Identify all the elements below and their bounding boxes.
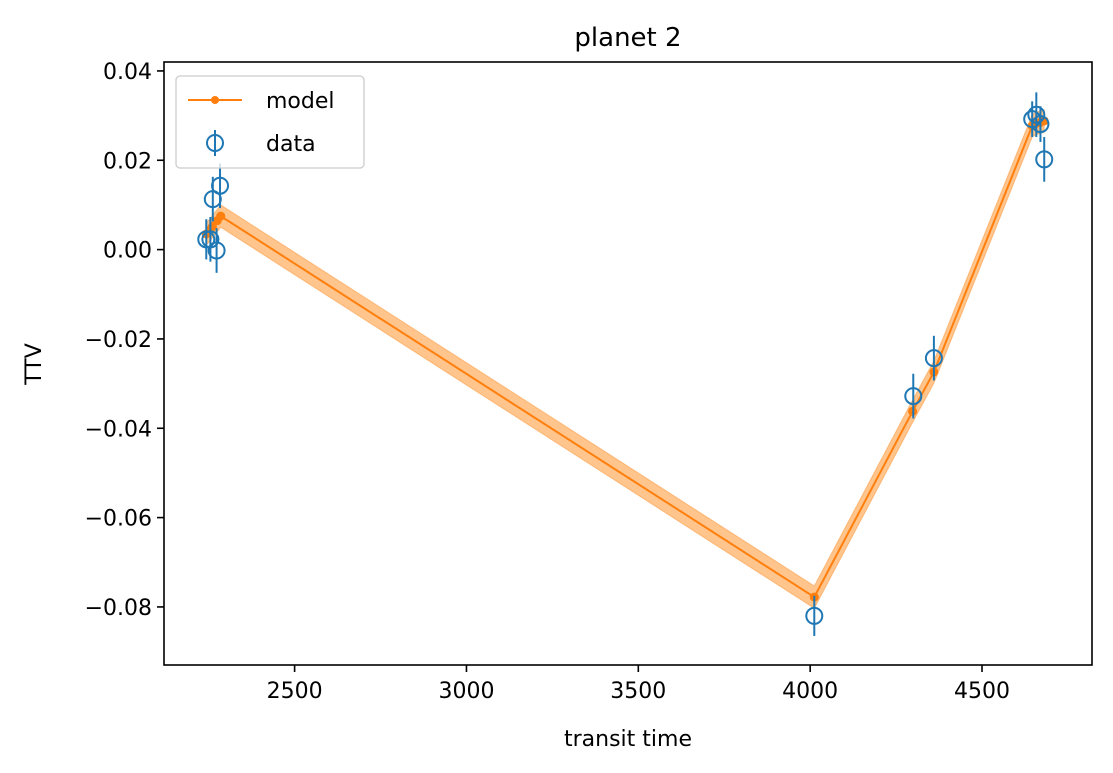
x-tick-label: 3500: [610, 679, 666, 704]
data-point: [201, 230, 220, 249]
y-tick-label: 0.00: [103, 239, 152, 264]
y-tick-label: −0.08: [85, 596, 152, 621]
y-tick-label: 0.04: [103, 60, 152, 85]
data-point: [197, 230, 216, 249]
y-tick-label: −0.02: [85, 328, 152, 353]
legend-data-marker: [206, 134, 224, 152]
y-tick-label: −0.06: [85, 507, 152, 532]
x-tick-label: 4500: [954, 679, 1010, 704]
x-axis-ticks: 2500 3000 3500 4000 4500: [267, 665, 1010, 704]
plot-frame: [163, 61, 1093, 666]
y-tick-label: −0.04: [85, 417, 152, 442]
data-point: [211, 176, 230, 195]
legend-model-label: model: [266, 89, 335, 114]
data-point: [1031, 115, 1050, 134]
chart-title: planet 2: [574, 23, 681, 53]
x-tick-label: 4000: [782, 679, 838, 704]
data-point: [805, 606, 824, 625]
legend: model data: [175, 75, 365, 169]
x-tick-label: 2500: [267, 679, 323, 704]
y-tick-label: 0.02: [103, 149, 152, 174]
legend-model-marker: [211, 96, 219, 104]
x-tick-label: 3000: [438, 679, 494, 704]
y-axis-label: TTV: [22, 343, 47, 386]
x-axis-label: transit time: [564, 727, 692, 752]
y-axis-ticks: 0.04 0.02 0.00 −0.02 −0.04 −0.06 −0.08: [85, 60, 164, 621]
data-series-layer: [197, 92, 1054, 636]
data-point: [1035, 150, 1054, 169]
data-point: [207, 241, 226, 260]
legend-data-label: data: [266, 132, 316, 157]
data-point: [924, 349, 943, 368]
data-point: [904, 387, 923, 406]
model-point: [216, 211, 226, 221]
data-point: [1027, 105, 1046, 124]
